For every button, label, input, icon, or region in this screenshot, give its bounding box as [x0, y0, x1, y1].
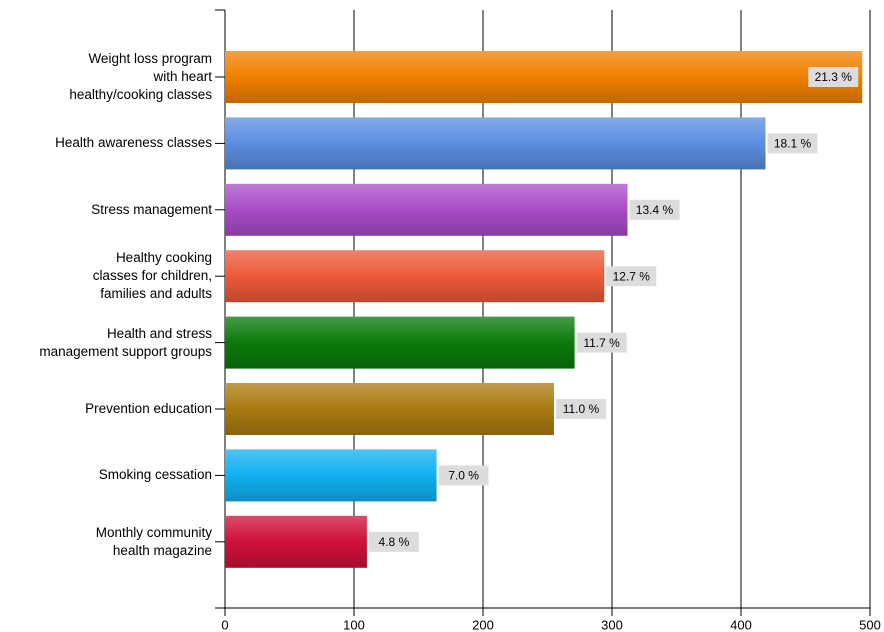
y-tick-label: Weight loss program with heart healthy/c…	[69, 51, 212, 102]
y-tick-label: Health awareness classes	[55, 135, 212, 151]
value-label-bg	[606, 266, 657, 287]
value-label: 11.7 %	[583, 336, 620, 350]
value-label: 12.7 %	[613, 269, 651, 283]
value-label-bg	[767, 133, 818, 154]
y-tick-label: Healthy cooking classes for children, fa…	[92, 250, 212, 302]
value-label: 18.1 %	[774, 137, 812, 151]
value-label-bg	[555, 399, 606, 419]
value-label: 4.8 %	[379, 535, 410, 549]
x-tick-label: 500	[859, 617, 881, 632]
bar	[225, 515, 367, 568]
value-label-bg	[629, 199, 680, 220]
value-label: 11.0 %	[563, 402, 600, 416]
x-tick-label: 100	[343, 617, 365, 632]
value-label-bg	[438, 465, 489, 486]
bar	[225, 383, 554, 435]
bar	[225, 449, 437, 502]
bar	[225, 183, 628, 236]
x-tick-label: 300	[601, 617, 623, 632]
y-tick-label: Monthly community health magazine	[95, 524, 212, 558]
value-label: 13.4 %	[636, 203, 674, 217]
x-tick-label: 200	[472, 617, 494, 632]
bar	[225, 117, 766, 170]
value-label-bg	[576, 332, 627, 353]
y-tick-label: Smoking cessation	[98, 467, 212, 483]
y-tick-label: Stress management	[91, 201, 212, 217]
x-tick-label: 0	[221, 617, 228, 632]
y-tick-label: Prevention education	[85, 401, 212, 416]
value-label: 21.3 %	[815, 70, 853, 84]
bar	[225, 250, 605, 303]
bar	[225, 51, 863, 103]
bar	[225, 316, 575, 369]
y-tick-label: Health and stress management support gro…	[39, 325, 212, 359]
value-label-bg	[368, 531, 419, 552]
x-tick-label: 400	[730, 617, 752, 632]
value-label: 7.0 %	[448, 469, 479, 483]
value-label-bg	[808, 67, 859, 87]
